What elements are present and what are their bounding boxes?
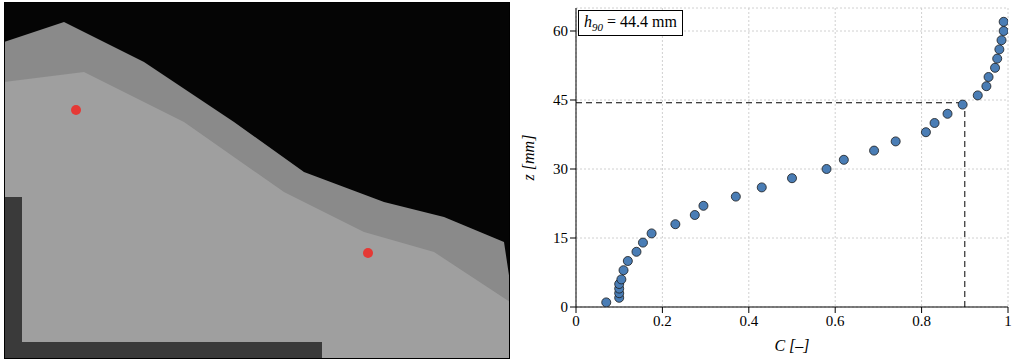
svg-text:0.4: 0.4 [739,313,758,329]
svg-text:0: 0 [561,299,569,315]
svg-text:z [mm]: z [mm] [520,135,537,182]
svg-text:30: 30 [553,161,568,177]
svg-text:45: 45 [553,92,568,108]
svg-text:0: 0 [572,313,580,329]
svg-text:60: 60 [553,23,568,39]
svg-text:C [–]: C [–] [774,337,809,354]
svg-text:0.6: 0.6 [826,313,845,329]
svg-text:0.2: 0.2 [653,313,672,329]
svg-text:15: 15 [553,230,568,246]
svg-text:0.8: 0.8 [912,313,931,329]
svg-text:1: 1 [1004,313,1012,329]
html-text:h90= 44.4 mm: h90= 44.4 mm [584,13,677,34]
